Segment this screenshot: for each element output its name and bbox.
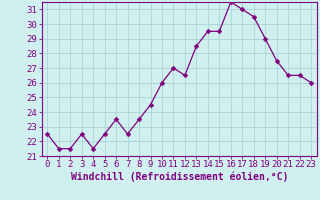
X-axis label: Windchill (Refroidissement éolien,°C): Windchill (Refroidissement éolien,°C)	[70, 172, 288, 182]
